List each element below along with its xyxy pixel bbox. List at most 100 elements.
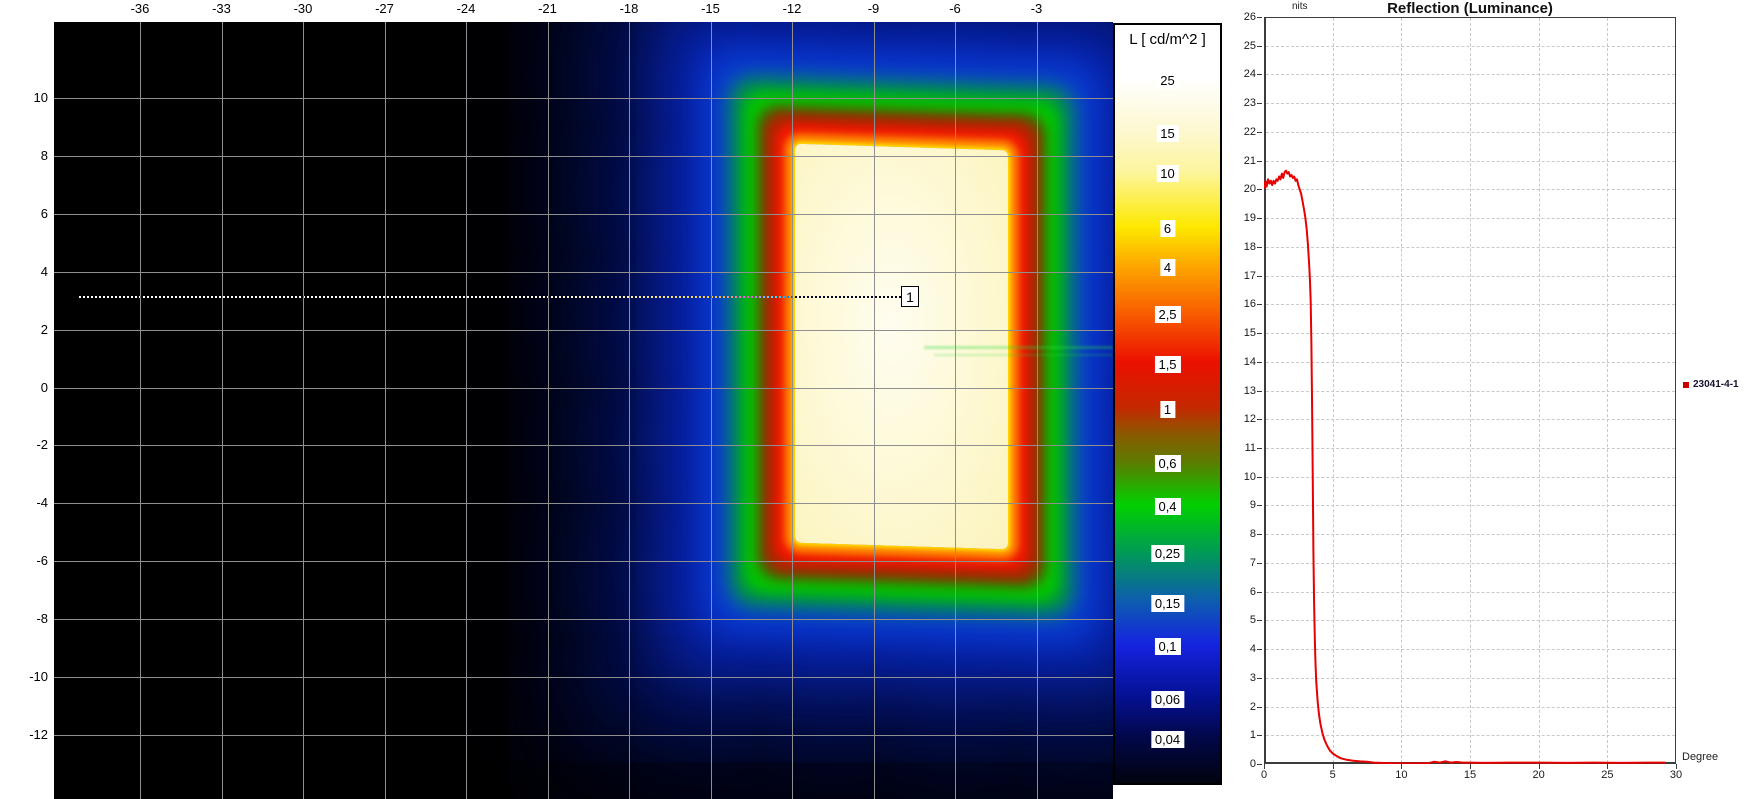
gridline-vertical — [547, 22, 549, 799]
y-axis-tick — [1257, 103, 1262, 105]
x-axis-tick — [1332, 764, 1334, 769]
x-axis-tick-label: -33 — [212, 1, 231, 16]
y-axis-tick — [1257, 189, 1262, 191]
y-axis-tick — [1257, 304, 1262, 306]
gridline-vertical — [1036, 22, 1038, 799]
y-axis-tick-label: 16 — [1243, 298, 1256, 311]
y-axis-tick — [1257, 735, 1262, 737]
x-axis-tick — [1676, 764, 1677, 769]
y-axis-tick-label: 19 — [1243, 212, 1256, 225]
colorbar-value-label: 15 — [1156, 125, 1179, 142]
x-axis-tick-label: -21 — [538, 1, 557, 16]
y-axis-tick-label: 8 — [1249, 528, 1256, 541]
colorbar-value-label: 0,06 — [1150, 691, 1185, 708]
x-axis-tick — [1264, 764, 1265, 769]
y-axis-tick-label: -2 — [36, 437, 48, 453]
x-axis-tick-label: -15 — [701, 1, 720, 16]
y-axis-unit-label: nits — [1292, 1, 1308, 12]
gridline-horizontal — [54, 503, 1113, 505]
y-axis-tick-label: 20 — [1243, 183, 1256, 196]
colorbar-value-label: 10 — [1156, 165, 1179, 182]
y-axis-tick-label: 21 — [1243, 154, 1256, 167]
gridline-vertical — [221, 22, 223, 799]
measurement-marker[interactable]: 1 — [901, 286, 919, 307]
y-axis-tick — [1257, 275, 1262, 277]
y-axis-tick-label: 18 — [1243, 240, 1256, 253]
y-axis-tick-label: 5 — [1249, 614, 1256, 627]
y-axis-tick — [1257, 649, 1262, 651]
y-axis-tick — [1257, 476, 1262, 478]
gridline-vertical — [1470, 18, 1471, 763]
gridline-vertical — [1607, 18, 1609, 763]
y-axis-tick-label: -8 — [36, 611, 48, 627]
y-axis-tick-label: 6 — [40, 205, 48, 221]
marker-label: 1 — [906, 288, 914, 305]
x-axis-tick-label: -27 — [375, 1, 394, 16]
y-axis-tick-label: 9 — [1249, 499, 1256, 512]
colorbar-value-label: 0,04 — [1150, 731, 1185, 748]
y-axis-tick-label: -6 — [36, 553, 48, 569]
gridline-vertical — [466, 22, 467, 799]
y-axis-tick-label: 2 — [40, 321, 48, 337]
y-axis-tick — [1257, 764, 1262, 765]
y-axis-tick — [1257, 505, 1262, 507]
y-axis-tick-label: 12 — [1243, 413, 1256, 426]
y-axis-tick-label: 15 — [1243, 327, 1256, 340]
x-axis-tick-label: -24 — [456, 1, 476, 16]
colorbar-value-label: 0,15 — [1150, 595, 1185, 612]
gridline-vertical — [873, 22, 875, 799]
colorbar-value-label: 0,6 — [1154, 455, 1181, 472]
y-axis-tick-label: 3 — [1249, 671, 1256, 684]
x-axis-tick-label: 30 — [1669, 769, 1683, 781]
gridline-horizontal — [54, 155, 1113, 157]
gridline-horizontal — [54, 677, 1113, 678]
x-axis-tick — [1538, 764, 1540, 769]
y-axis-tick — [1257, 361, 1262, 363]
colorbar-value-label: 25 — [1156, 72, 1179, 89]
section-line[interactable] — [79, 296, 901, 298]
x-axis-tick-label: 20 — [1532, 769, 1545, 781]
legend-series-marker-icon — [1683, 381, 1689, 388]
reflection-curve — [1264, 169, 1666, 764]
gridline-vertical — [1332, 18, 1334, 763]
y-axis-tick-label: 11 — [1244, 441, 1256, 454]
x-axis-tick-label: 5 — [1329, 769, 1336, 781]
x-axis-tick-label: 0 — [1260, 769, 1268, 781]
y-axis-tick — [1257, 562, 1262, 564]
luminance-heatmap[interactable]: 1 — [54, 22, 1113, 799]
y-axis-tick — [1257, 246, 1262, 248]
colorbar-value-label: 0,4 — [1154, 498, 1181, 515]
chart-title: Reflection (Luminance) — [1387, 0, 1553, 17]
gridline-horizontal — [54, 271, 1113, 273]
colorbar-value-label: 1,5 — [1154, 356, 1181, 373]
y-axis-tick-label: 26 — [1243, 11, 1256, 23]
x-axis-tick-label: 25 — [1601, 769, 1614, 781]
y-axis-tick-label: 10 — [33, 90, 48, 105]
gridline-horizontal — [54, 445, 1113, 447]
colorbar-value-label: 4 — [1159, 259, 1176, 276]
x-axis-tick-label: -18 — [619, 1, 639, 16]
y-axis-tick-label: 23 — [1243, 97, 1256, 110]
gridline-horizontal — [54, 213, 1113, 215]
colorbar-value-label: 0,1 — [1154, 638, 1181, 655]
y-axis-tick-label: 17 — [1243, 269, 1256, 282]
y-axis-tick-label: 24 — [1243, 68, 1256, 81]
gridline-horizontal — [54, 387, 1113, 389]
gridline-vertical — [955, 22, 956, 799]
colorbar-panel: L [ cd/m^2 ] 25 15 10 6 4 2,5 1,5 1 0,6 0,4 0,25 0,… — [1113, 23, 1222, 785]
y-axis-tick — [1257, 17, 1262, 18]
y-axis-tick — [1257, 218, 1262, 220]
x-axis-tick-label: -12 — [782, 1, 802, 16]
x-axis-tick-label: -9 — [867, 1, 880, 16]
y-axis-tick-label: 14 — [1243, 355, 1256, 368]
y-axis-tick-label: 13 — [1243, 384, 1256, 397]
y-axis-tick-label: 6 — [1249, 585, 1256, 598]
y-axis-tick-label: 25 — [1243, 39, 1256, 52]
gridline-vertical — [792, 22, 793, 799]
y-axis-tick — [1257, 534, 1262, 536]
y-axis-tick-label: 22 — [1243, 125, 1256, 138]
x-axis-unit-label: Degree — [1682, 751, 1719, 763]
x-axis-tick — [1470, 764, 1471, 769]
colorbar-value-label: 6 — [1159, 220, 1176, 237]
y-axis-tick — [1257, 333, 1262, 335]
